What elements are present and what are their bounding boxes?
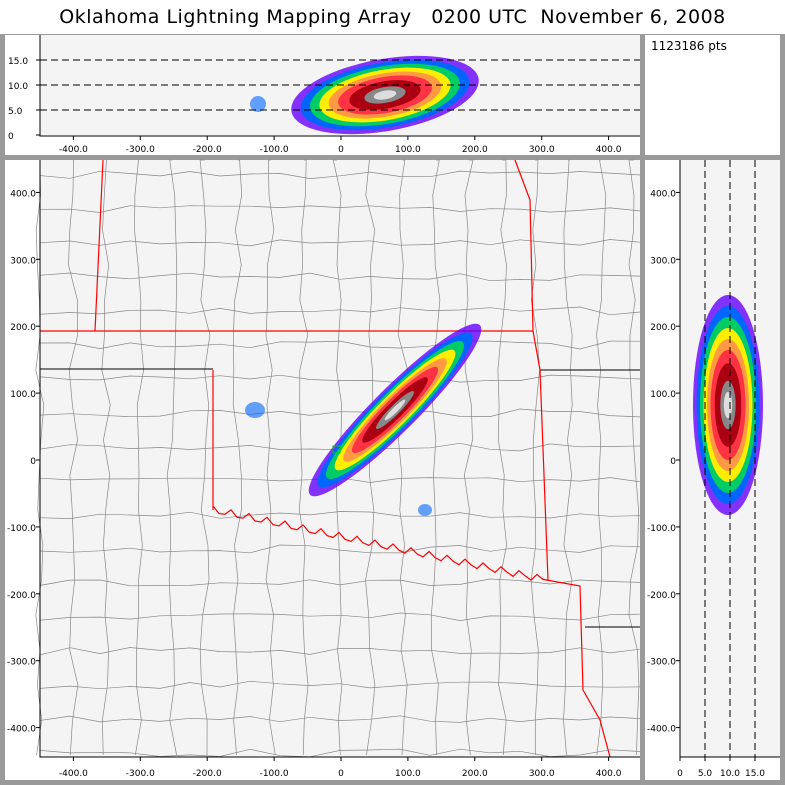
plan-view-map-panel	[35, 159, 641, 758]
main-y-tick-label: -100.0	[7, 524, 36, 534]
side-y-tick-label: 400.0	[650, 189, 676, 199]
main-y-tick-label: -200.0	[7, 591, 36, 601]
lma-network-center-marker	[332, 445, 341, 454]
main-y-tick-label: -300.0	[7, 658, 36, 668]
top-y-tick-label: 10.0	[8, 82, 28, 92]
top-x-tick-label: 100.0	[395, 145, 421, 155]
axes: -400.0 -300.0 -200.0 -100.0 0 100.0 200.0 300.0…	[7, 35, 780, 779]
altitude-vs-x-panel	[40, 55, 640, 135]
main-y-tick-label: 200.0	[10, 323, 36, 333]
county-line	[39, 680, 641, 690]
county-line	[530, 159, 540, 755]
main-x-tick-label: 100.0	[395, 769, 421, 779]
top-x-tick-label: -400.0	[59, 145, 88, 155]
top-density-outlier	[250, 96, 266, 112]
top-x-tick-label: 0	[338, 145, 344, 155]
side-y-tick-label: -100.0	[647, 524, 676, 534]
county-line	[39, 578, 641, 587]
top-density-level-8	[373, 90, 397, 100]
plan-density-level-8	[384, 399, 406, 421]
main-x-tick-label: 400.0	[596, 769, 622, 779]
side-x-tick-label: 15.0	[745, 769, 765, 779]
side-y-tick-label: 300.0	[650, 256, 676, 266]
plan-density-outlier	[245, 402, 265, 418]
main-y-tick-label: 400.0	[10, 189, 36, 199]
altitude-vs-y-panel	[693, 160, 763, 757]
side-x-tick-label: 0	[677, 769, 683, 779]
stats-panel: 1123186 pts	[645, 35, 780, 155]
side-y-tick-label: -200.0	[647, 591, 676, 601]
top-y-tick-label: 0	[8, 132, 14, 142]
county-line	[68, 159, 79, 756]
county-line	[430, 159, 441, 756]
main-x-tick-label: -300.0	[126, 769, 155, 779]
county-line	[39, 306, 641, 316]
county-line	[397, 159, 408, 756]
county-line	[298, 159, 309, 756]
side-density-level-8	[723, 391, 733, 419]
main-x-tick-label: 200.0	[462, 769, 488, 779]
county-line	[628, 159, 640, 756]
side-y-tick-label: 200.0	[650, 323, 676, 333]
county-line	[199, 159, 211, 756]
state-border-red	[40, 159, 611, 758]
main-y-tick-label: 100.0	[10, 390, 36, 400]
main-y-tick-label: -400.0	[7, 725, 36, 735]
top-x-tick-label: -100.0	[260, 145, 289, 155]
county-line	[39, 748, 641, 758]
county-line	[39, 442, 641, 452]
county-line	[39, 408, 641, 418]
county-line	[265, 159, 276, 756]
top-x-tick-label: -300.0	[126, 145, 155, 155]
county-line	[39, 647, 641, 656]
county-line	[134, 159, 144, 756]
main-x-tick-label: 300.0	[529, 769, 555, 779]
state-border	[540, 369, 640, 628]
main-x-tick-label: -100.0	[260, 769, 289, 779]
county-line	[39, 715, 641, 723]
side-y-tick-label: -400.0	[647, 725, 676, 735]
county-line	[232, 159, 243, 756]
point-count: 1123186 pts	[651, 39, 727, 53]
county-line	[39, 272, 641, 282]
main-x-tick-label: 0	[338, 769, 344, 779]
main-x-tick-label: -400.0	[59, 769, 88, 779]
county-line	[39, 511, 641, 519]
county-line	[463, 159, 474, 756]
county-line	[39, 239, 641, 247]
top-x-tick-label: 300.0	[529, 145, 555, 155]
top-x-tick-label: 200.0	[462, 145, 488, 155]
main-y-tick-label: 0	[30, 457, 36, 467]
county-line	[101, 159, 111, 756]
side-x-tick-label: 5.0	[698, 769, 713, 779]
top-x-tick-label: -200.0	[193, 145, 222, 155]
main-y-tick-label: 300.0	[10, 256, 36, 266]
county-line	[39, 544, 641, 554]
side-y-tick-label: -300.0	[647, 658, 676, 668]
county-line	[166, 159, 178, 756]
side-y-tick-label: 100.0	[650, 390, 676, 400]
side-y-tick-label: 0	[670, 457, 676, 467]
county-line	[39, 612, 641, 621]
top-x-tick-label: 400.0	[596, 145, 622, 155]
county-line	[497, 159, 507, 756]
top-y-tick-label: 15.0	[8, 57, 28, 67]
side-x-tick-label: 10.0	[720, 769, 740, 779]
county-line	[596, 159, 607, 756]
main-x-tick-label: -200.0	[193, 769, 222, 779]
top-y-tick-label: 5.0	[8, 107, 23, 117]
plan-density-outlier	[418, 504, 432, 516]
county-line	[39, 205, 641, 213]
county-line	[39, 170, 641, 179]
county-line	[39, 374, 641, 383]
figure-title: Oklahoma Lightning Mapping Array 0200 UT…	[0, 0, 785, 34]
